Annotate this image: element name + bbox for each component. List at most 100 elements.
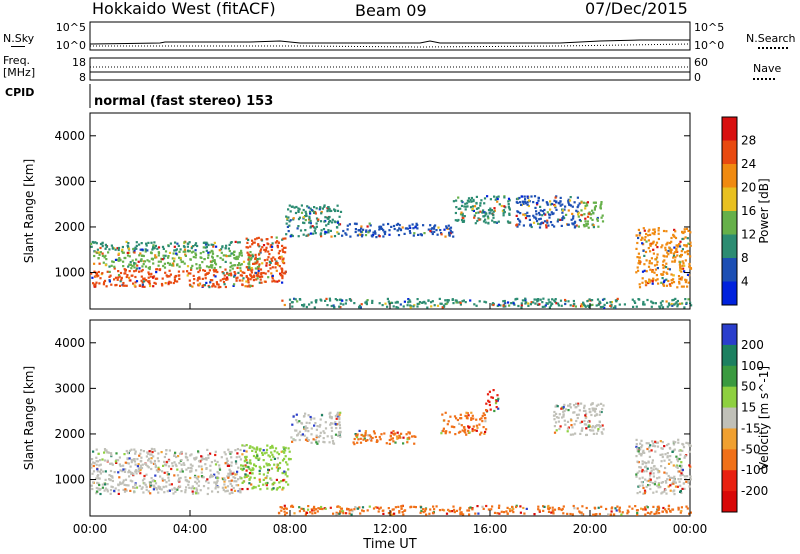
echo-cell — [424, 508, 427, 511]
echo-cell — [331, 436, 334, 440]
echo-cell — [562, 512, 565, 515]
echo-cell — [678, 243, 681, 246]
echo-cell — [129, 263, 132, 266]
echo-cell — [281, 299, 284, 302]
echo-cell — [229, 452, 232, 455]
echo-cell — [648, 446, 651, 449]
echo-cell — [174, 275, 177, 278]
echo-cell — [239, 448, 242, 452]
echo-cell — [644, 508, 647, 511]
echo-cell — [224, 490, 227, 493]
echo-cell — [226, 485, 230, 488]
echo-cell — [128, 255, 131, 258]
echo-cell — [163, 455, 166, 459]
echo-cell — [401, 504, 404, 508]
echo-cell — [584, 414, 587, 417]
echo-cell — [502, 209, 506, 212]
echo-cell — [290, 436, 293, 439]
echo-cell — [431, 232, 434, 236]
echo-cell — [684, 298, 687, 301]
y-tick-label: 2000 — [54, 220, 85, 234]
echo-cell — [121, 245, 124, 249]
echo-cell — [137, 260, 140, 263]
echo-cell — [248, 260, 251, 263]
echo-cell — [409, 231, 412, 235]
echo-cell — [207, 487, 210, 490]
echo-cell — [119, 464, 122, 468]
echo-cell — [306, 436, 309, 439]
echo-cell — [673, 303, 676, 306]
echo-cell — [404, 509, 407, 512]
echo-cell — [547, 224, 550, 227]
echo-cell — [481, 211, 484, 214]
echo-cell — [93, 250, 96, 253]
echo-cell — [414, 226, 417, 229]
echo-cell — [602, 428, 605, 431]
echo-cell — [282, 237, 285, 240]
echo-cell — [484, 214, 487, 217]
echo-cell — [276, 244, 279, 247]
echo-cell — [338, 506, 341, 509]
echo-cell — [330, 235, 333, 238]
echo-cell — [650, 466, 653, 470]
echo-cell — [312, 438, 315, 441]
echo-cell — [653, 512, 656, 515]
echo-cell — [365, 302, 368, 305]
echo-cell — [154, 282, 157, 285]
echo-cell — [338, 421, 341, 424]
echo-cell — [594, 513, 597, 516]
echo-cell — [676, 286, 679, 289]
echo-cell — [167, 465, 171, 468]
echo-cell — [475, 202, 478, 205]
echo-cell — [672, 464, 675, 467]
echo-cell — [640, 507, 643, 510]
echo-cell — [279, 272, 282, 275]
echo-cell — [674, 441, 677, 444]
echo-cell — [271, 453, 274, 456]
echo-cell — [274, 241, 277, 244]
echo-cell — [245, 469, 248, 472]
echo-cell — [582, 223, 586, 227]
echo-cell — [278, 486, 281, 489]
echo-cell — [212, 245, 215, 248]
echo-cell — [116, 258, 119, 261]
echo-cell — [270, 272, 273, 275]
echo-cell — [196, 478, 199, 481]
echo-cell — [462, 426, 466, 429]
echo-cell — [168, 449, 171, 452]
echo-cell — [415, 222, 418, 225]
echo-cell — [202, 476, 205, 479]
echo-cell — [244, 455, 247, 459]
echo-cell — [299, 229, 303, 232]
echo-cell — [563, 208, 566, 211]
echo-cell — [189, 476, 192, 480]
echo-cell — [276, 262, 279, 265]
echo-cell — [194, 474, 197, 477]
nsearch-label: N.Search — [746, 32, 796, 45]
echo-cell — [222, 488, 225, 492]
echo-cell — [138, 484, 141, 488]
echo-cell — [555, 412, 558, 415]
echo-cell — [474, 222, 477, 225]
echo-cell — [249, 258, 253, 261]
echo-cell — [635, 305, 638, 308]
echo-cell — [584, 217, 587, 220]
echo-cell — [257, 271, 260, 274]
echo-cell — [216, 479, 219, 482]
echo-cell — [264, 477, 267, 480]
echo-cell — [554, 204, 557, 208]
echo-cell — [686, 253, 689, 256]
echo-cell — [682, 285, 685, 288]
velocity-echo-region — [485, 389, 500, 413]
echo-cell — [323, 205, 326, 208]
echo-cell — [572, 411, 575, 414]
echo-cell — [580, 420, 584, 423]
echo-cell — [133, 251, 136, 254]
echo-cell — [675, 248, 678, 251]
echo-cell — [290, 505, 293, 508]
echo-cell — [524, 297, 527, 300]
echo-cell — [648, 455, 651, 458]
echo-cell — [649, 268, 652, 271]
echo-cell — [289, 210, 292, 213]
echo-cell — [207, 243, 210, 247]
